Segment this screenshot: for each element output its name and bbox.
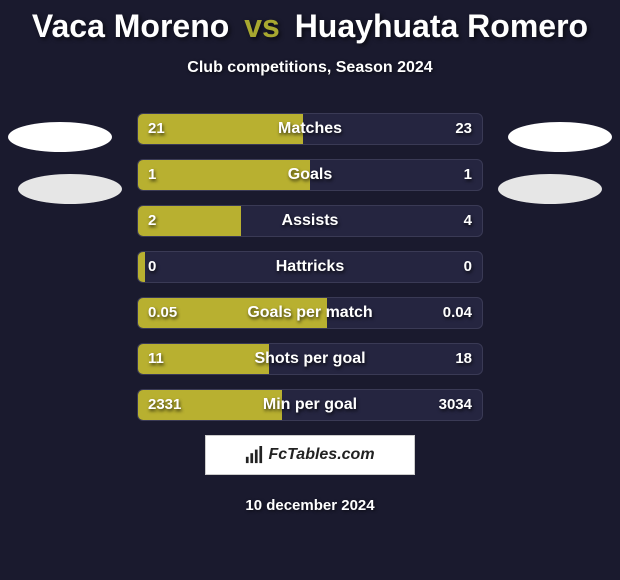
chart-icon <box>245 446 263 464</box>
stat-label: Hattricks <box>138 252 482 282</box>
brand-text: FcTables.com <box>268 446 374 464</box>
stat-label: Goals <box>138 160 482 190</box>
subtitle: Club competitions, Season 2024 <box>0 59 620 77</box>
stat-row: 1118Shots per goal <box>137 343 483 375</box>
date-text: 10 december 2024 <box>0 497 620 514</box>
stat-row: 24Assists <box>137 205 483 237</box>
stat-label: Goals per match <box>138 298 482 328</box>
vs-text: vs <box>244 8 280 44</box>
stat-row: 23313034Min per goal <box>137 389 483 421</box>
brand-box[interactable]: FcTables.com <box>205 435 415 475</box>
player1-badge-secondary <box>18 174 122 204</box>
stat-label: Shots per goal <box>138 344 482 374</box>
stats-container: 2123Matches 11Goals 24Assists 00Hattricks 0.… <box>137 113 483 421</box>
stat-label: Min per goal <box>138 390 482 420</box>
stat-row: 2123Matches <box>137 113 483 145</box>
stat-label: Matches <box>138 114 482 144</box>
stat-label: Assists <box>138 206 482 236</box>
comparison-title: Vaca Moreno vs Huayhuata Romero <box>0 0 620 45</box>
player2-name: Huayhuata Romero <box>295 8 588 44</box>
stat-row: 00Hattricks <box>137 251 483 283</box>
stat-row: 0.050.04Goals per match <box>137 297 483 329</box>
player2-badge-secondary <box>498 174 602 204</box>
player1-name: Vaca Moreno <box>32 8 229 44</box>
player2-badge-primary <box>508 122 612 152</box>
player1-badge-primary <box>8 122 112 152</box>
stat-row: 11Goals <box>137 159 483 191</box>
